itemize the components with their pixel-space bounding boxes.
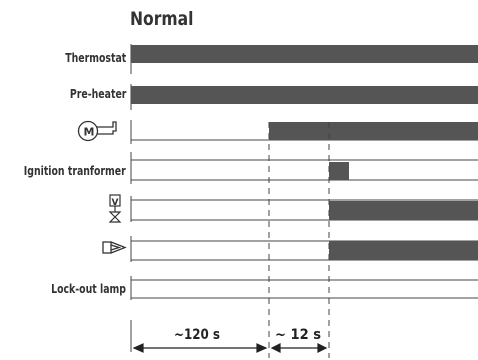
label-thermostat: Thermostat <box>64 51 126 65</box>
ignition-pulse-bar <box>329 162 349 180</box>
valve-icon <box>108 194 122 223</box>
label-lock-out-lamp: Lock-out lamp <box>51 282 126 296</box>
motor-on-bar <box>269 122 478 140</box>
motor-icon-label: M <box>84 126 95 139</box>
label-ignition-transformer: Ignition tranformer <box>24 164 126 178</box>
valve-on-bar <box>329 201 478 220</box>
diagram-title: Normal <box>130 8 194 30</box>
flame-icon <box>102 241 127 254</box>
flame-on-bar <box>329 241 478 260</box>
thermostat-on-bar <box>131 45 478 63</box>
interval-label-ignition: ~ 12 s <box>275 327 321 343</box>
pre-heater-on-bar <box>131 86 478 104</box>
interval-label-prepurge: ~120 s <box>174 327 220 343</box>
valve-icon-label: V <box>112 198 119 208</box>
motor-icon <box>77 120 117 142</box>
label-pre-heater: Pre-heater <box>69 87 126 101</box>
